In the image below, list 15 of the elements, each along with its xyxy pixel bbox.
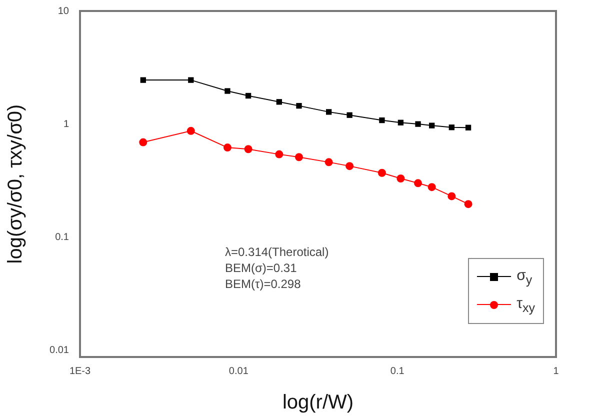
y-tick-label: 10 (58, 6, 70, 17)
y-tick-label: 0.01 (50, 344, 70, 356)
annotation: λ=0.314(Therotical) (225, 244, 329, 260)
x-tick-label: 1E-3 (69, 366, 91, 377)
legend-label: σ$_{y}$ (516, 267, 532, 287)
y-tick-label: 0.1 (55, 232, 70, 243)
annotation: BEM(σ)=0.31 (225, 260, 298, 276)
y-axis-title: log(σy/σ0, τxy/σ0) (4, 104, 27, 264)
x-tick-label: 0.1 (390, 366, 405, 377)
annotation: BEM(τ)=0.298 (225, 276, 302, 292)
legend-label: τ$_{xy}$ (516, 295, 535, 315)
x-tick-label: 0.01 (228, 366, 249, 377)
y-tick-label: 1 (63, 118, 70, 130)
x-axis-title: log(r/W) (282, 392, 354, 414)
x-tick-label: 1 (553, 366, 560, 377)
